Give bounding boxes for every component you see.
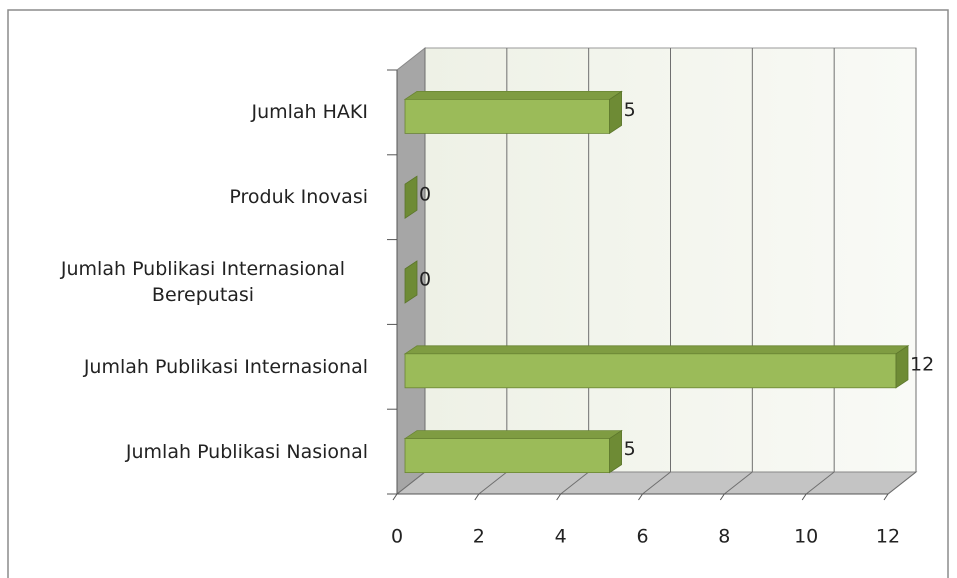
floor-line <box>887 471 917 495</box>
floor-line <box>724 471 753 495</box>
y-tick-label: Produk Inovasi <box>229 186 368 209</box>
bar-side <box>895 345 909 389</box>
x-tick <box>556 493 562 501</box>
bar-top <box>403 345 910 355</box>
floor-line <box>560 471 589 495</box>
y-tick-label: Jumlah Publikasi Internasional <box>83 355 368 378</box>
bar-side <box>609 90 622 135</box>
y-tick-label: Jumlah Publikasi Internasional Bereputas… <box>60 258 346 306</box>
x-tick <box>801 493 807 501</box>
bar-side <box>404 260 418 304</box>
bar <box>403 90 623 135</box>
bar-side <box>404 175 418 219</box>
floor-line <box>396 471 426 495</box>
x-tick <box>638 493 643 501</box>
x-tick-label: 2 <box>473 526 485 548</box>
bar <box>403 429 623 474</box>
x-tick <box>474 493 480 501</box>
value-label: 5 <box>624 99 636 121</box>
bar-top <box>403 91 623 100</box>
bar <box>404 260 418 304</box>
value-label: 5 <box>624 438 636 460</box>
bar <box>404 175 418 219</box>
value-label: 12 <box>910 353 934 375</box>
x-tick <box>392 493 398 501</box>
floor-line <box>805 471 835 495</box>
x-tick-label: 0 <box>391 526 403 548</box>
x-tick-label: 4 <box>555 526 567 548</box>
floor-line <box>478 471 508 495</box>
x-tick-label: 6 <box>636 526 648 548</box>
chart-border <box>7 9 949 578</box>
bar <box>403 345 910 389</box>
floor-line <box>642 471 671 495</box>
value-label: 0 <box>419 269 431 291</box>
y-tick-label: Jumlah HAKI <box>251 101 368 124</box>
bar-front <box>404 99 610 134</box>
y-tick-label: Jumlah Publikasi Nasional <box>125 440 368 463</box>
bar-front <box>404 438 610 474</box>
bar-front <box>404 353 897 389</box>
value-label: 0 <box>419 184 431 206</box>
x-tick-label: 8 <box>718 526 730 548</box>
x-tick <box>719 493 725 501</box>
bar-top <box>403 430 623 440</box>
x-tick-label: 10 <box>794 526 818 548</box>
x-tick-label: 12 <box>876 526 900 548</box>
bar-side <box>609 429 622 474</box>
x-tick <box>883 493 889 501</box>
